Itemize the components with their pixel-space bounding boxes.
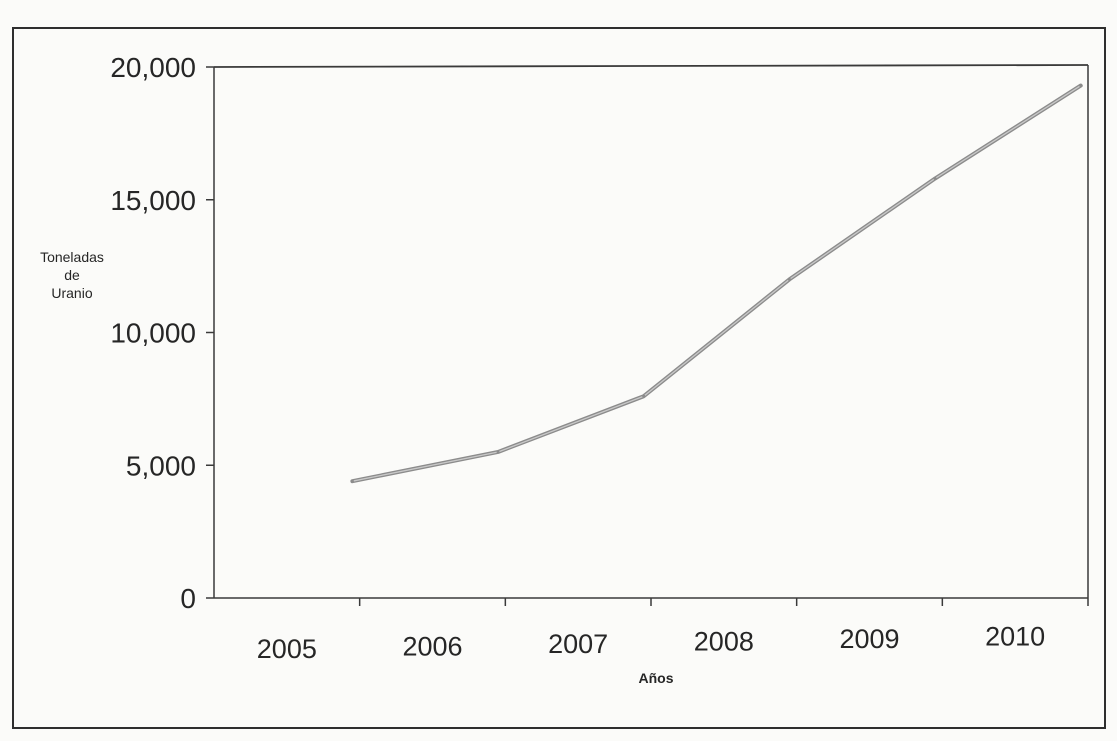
y-axis-title-line: Uranio (51, 285, 92, 301)
series-layer (350, 83, 1083, 484)
data-point (350, 479, 354, 483)
x-tick-label: 2008 (694, 627, 754, 657)
x-axis-title: Años (639, 670, 674, 686)
data-point (787, 277, 791, 281)
x-tick-label: 2007 (548, 629, 608, 659)
y-axis-title: Toneladas de Uranio (40, 249, 104, 301)
data-point (933, 177, 937, 181)
y-tick-label: 5,000 (126, 450, 196, 481)
data-point (1079, 84, 1083, 88)
x-tick-label: 2005 (257, 634, 317, 664)
axes (213, 64, 1089, 599)
outer-frame (12, 27, 1106, 729)
x-tick-label: 2009 (839, 624, 899, 654)
y-tick-label: 15,000 (110, 185, 196, 216)
y-axis-ticks: 0 5,000 10,000 15,000 20,000 (110, 52, 214, 614)
y-tick-label: 20,000 (110, 52, 196, 83)
series-line-highlight (351, 84, 1082, 482)
y-axis-title-line: Toneladas (40, 249, 104, 265)
data-point (496, 450, 500, 454)
plot-top-border (213, 64, 1089, 68)
x-tick-label: 2006 (402, 632, 462, 662)
x-axis-ticks: 2005 2006 2007 2008 2009 2010 (257, 598, 1089, 664)
y-tick-label: 0 (180, 583, 196, 614)
series-line (350, 83, 1083, 484)
y-axis-title-line: de (64, 267, 80, 283)
x-tick-label: 2010 (985, 622, 1045, 652)
data-point (642, 394, 646, 398)
y-tick-label: 10,000 (110, 318, 196, 349)
